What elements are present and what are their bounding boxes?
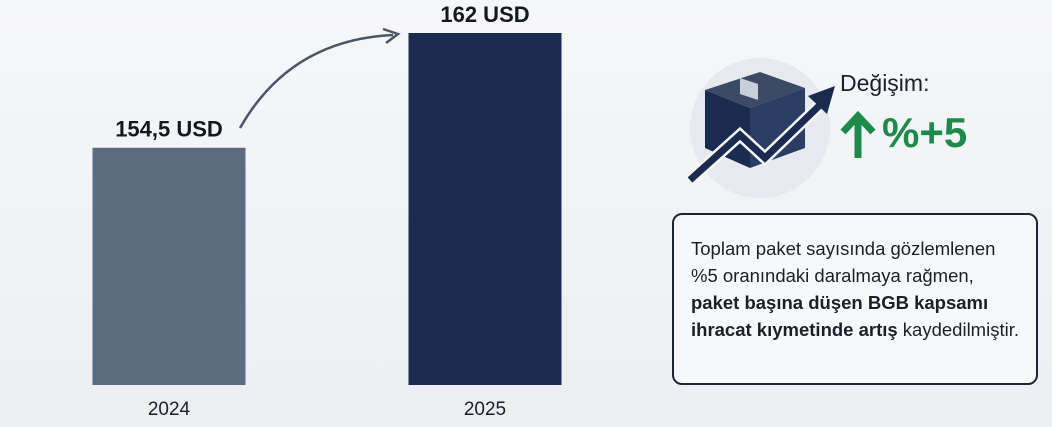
up-arrow <box>840 110 876 158</box>
value-label: 154,5 USD <box>115 117 223 142</box>
note-text: Toplam paket sayısında gözlemlenen %5 or… <box>691 238 996 286</box>
bar <box>92 147 246 385</box>
x-tick-label: 2025 <box>464 399 506 420</box>
bar <box>408 33 562 385</box>
note-text: kaydedilmiştir. <box>897 319 1019 340</box>
change-value: %+5 <box>882 109 967 156</box>
trend-arrowhead <box>382 27 401 44</box>
note-card: Toplam paket sayısında gözlemlenen %5 or… <box>672 213 1038 385</box>
note-bold: paket başına düşen BGB kapsamı ihracat k… <box>691 292 989 340</box>
change-label: Değişim: <box>840 70 929 96</box>
icon <box>685 58 835 198</box>
x-tick-label: 2024 <box>148 399 191 420</box>
trend-arrow <box>238 33 394 129</box>
value-label: 162 USD <box>440 2 529 27</box>
